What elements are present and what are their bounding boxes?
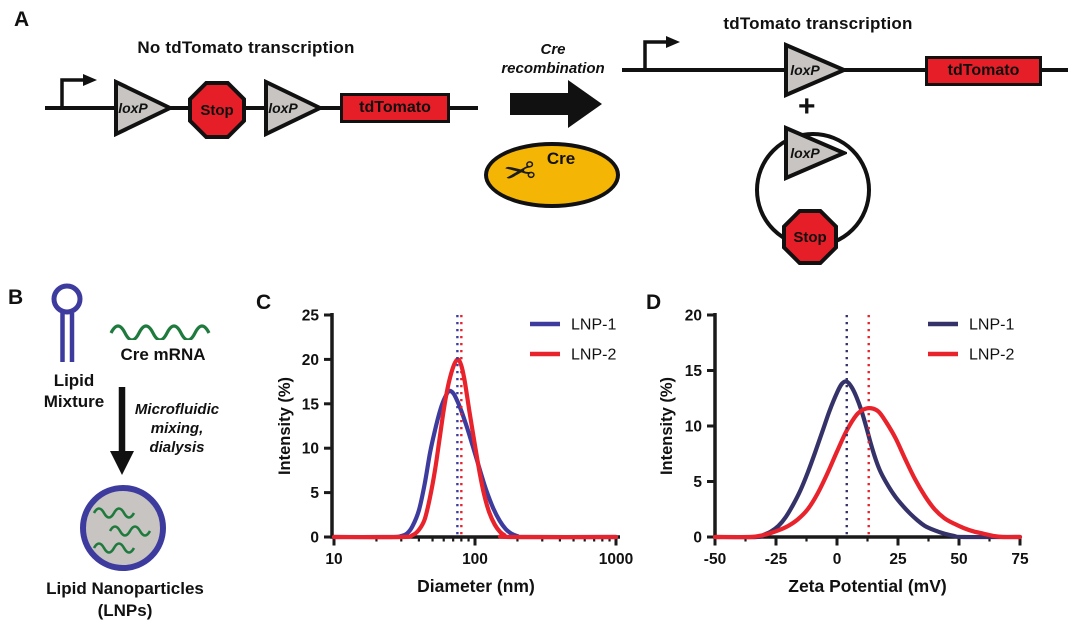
stop-octagon-2: Stop (782, 209, 838, 265)
x-tick-label: 0 (833, 551, 842, 568)
y-tick-label: 0 (310, 530, 319, 547)
cre-enzyme-badge: Cre ✂ (484, 142, 620, 208)
x-tick-label: 1000 (599, 551, 633, 568)
process-line1: Microfluidic (134, 401, 220, 418)
process-line3: dialysis (149, 439, 205, 456)
loxp-triangle-1: loxP (113, 78, 175, 138)
plus-sign: + (798, 90, 816, 123)
lipid-mixture-label: Lipid Mixture (30, 370, 118, 412)
stop-label: Stop (200, 101, 234, 119)
loxp-label: loxP (268, 100, 298, 116)
y-tick-label: 20 (302, 352, 319, 369)
y-tick-label: 0 (693, 530, 702, 547)
x-tick-label: -25 (765, 551, 788, 568)
microfluidic-label: Microfluidic mixing, dialysis (125, 400, 229, 457)
x-tick-label: 10 (325, 551, 342, 568)
right-construct-title: tdTomato transcription (723, 14, 913, 33)
loxp-label: loxP (790, 62, 820, 78)
stop-octagon-fill (786, 213, 834, 261)
loxp-label: loxP (790, 145, 820, 161)
cre-recombination-line1: Cre (540, 41, 566, 58)
cre-mrna-label: Cre mRNA (120, 345, 206, 364)
x-tick-label: -50 (704, 551, 726, 568)
lipid-icon (51, 283, 83, 362)
diameter-chart: 0 5 10 15 20 25 10 100 1000 LNP-1 LNP-2 Diameter (n… (276, 308, 633, 597)
x-tick-label: 25 (889, 551, 907, 568)
loxp-triangle-3: loxP (783, 41, 850, 99)
lnp-contents-icon (92, 507, 152, 554)
legend-label-lnp-2: LNP-2 (571, 347, 616, 364)
curve-lnp-2 (712, 406, 1023, 540)
panel-b-letter: B (8, 286, 24, 309)
legend-label-lnp-2: LNP-2 (969, 347, 1014, 364)
stop-octagon-fill (192, 85, 242, 135)
process-down-arrow-icon (110, 387, 134, 475)
y-tick-label: 5 (693, 474, 702, 491)
legend-label-lnp-1: LNP-1 (571, 317, 616, 334)
y-tick-label: 25 (302, 308, 320, 325)
y-axis-label: Intensity (%) (658, 377, 676, 475)
lnp-particle (80, 485, 166, 571)
left-dna-line (45, 106, 478, 110)
y-tick-label: 5 (310, 485, 319, 502)
lnp-caption-line2: (LNPs) (97, 601, 153, 620)
loxp-triangle-2: loxP (263, 78, 325, 138)
curve-lnp-2 (331, 357, 619, 540)
panel-a-letter: A (14, 8, 30, 31)
y-axis-label: Intensity (%) (276, 377, 294, 475)
left-promoter-arrow-icon (60, 74, 97, 108)
loxp-label: loxP (118, 100, 148, 116)
y-tick-label: 15 (302, 396, 320, 413)
curve-lnp-1 (712, 379, 1023, 540)
x-axis-label: Zeta Potential (mV) (788, 576, 947, 596)
scissors-icon: ✂ (501, 149, 539, 197)
loxp-triangle-4: loxP (783, 124, 850, 182)
y-tick-label: 10 (302, 441, 319, 458)
process-line2: mixing, (150, 420, 204, 437)
stop-label: Stop (793, 228, 827, 246)
panel-c-letter: C (256, 291, 272, 314)
legend-label-lnp-1: LNP-1 (969, 317, 1014, 334)
cre-recombination-line2: recombination (501, 60, 605, 77)
lipid-mixture-line2: Mixture (43, 392, 105, 411)
right-promoter-arrow-icon (643, 36, 680, 70)
x-tick-label: 50 (950, 551, 967, 568)
lnp-caption-line1: Lipid Nanoparticles (46, 579, 204, 598)
mrna-squiggle-icon (109, 324, 211, 340)
zeta-potential-chart: 0 5 10 15 20 -50 -25 0 25 50 75 LNP-1 LNP-2 Zeta Pote… (658, 308, 1029, 597)
x-tick-label: 100 (462, 551, 488, 568)
recombination-arrow-icon (510, 80, 602, 128)
left-construct-title: No tdTomato transcription (137, 38, 355, 57)
x-tick-label: 75 (1011, 551, 1029, 568)
y-tick-label: 20 (685, 308, 702, 325)
cre-badge-label: Cre (546, 149, 576, 168)
curve-lnp-1 (331, 388, 619, 540)
lipid-mixture-line1: Lipid (53, 371, 95, 390)
stop-octagon-1: Stop (188, 81, 246, 139)
tdtomato-box-2: tdTomato (925, 56, 1042, 86)
tdtomato-box-1: tdTomato (340, 93, 450, 123)
cre-recombination-label: Cre recombination (486, 40, 620, 78)
y-tick-label: 10 (685, 419, 702, 436)
y-tick-label: 15 (685, 363, 703, 380)
x-axis-label: Diameter (nm) (417, 576, 535, 596)
panel-d-letter: D (646, 291, 662, 314)
